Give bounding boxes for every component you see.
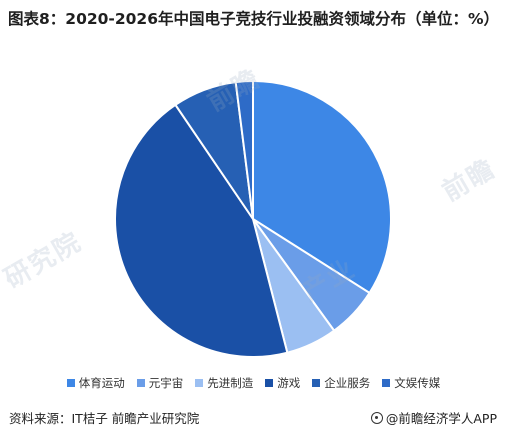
brand-credit: @前瞻经济学人APP: [370, 408, 497, 427]
source-note: 资料来源：IT桔子 前瞻产业研究院: [9, 411, 200, 426]
legend-swatch: [66, 379, 75, 387]
legend-swatch: [136, 379, 145, 387]
legend-label: 元宇宙: [148, 376, 184, 390]
legend-swatch: [312, 379, 321, 387]
chart-title: 图表8：2020-2026年中国电子竞技行业投融资领域分布（单位：%）: [8, 10, 500, 28]
legend-label: 企业服务: [324, 376, 371, 390]
legend-swatch: [195, 379, 204, 387]
legend-label: 文娱传媒: [394, 376, 441, 390]
legend-label: 体育运动: [78, 376, 125, 390]
legend-item-4: 游戏: [265, 375, 300, 391]
pie-slice-4: [114, 103, 289, 358]
legend-swatch: [382, 379, 391, 387]
pie-slices: [114, 79, 392, 358]
legend-label: 先进制造: [207, 376, 254, 390]
chart-legend: 体育运动 元宇宙 先进制造 游戏 企业服务 文娱传媒: [0, 375, 507, 391]
pie-slice-6: [234, 79, 254, 220]
legend-item-1: 体育运动: [66, 375, 125, 391]
legend-swatch: [265, 379, 274, 387]
legend-item-6: 文娱传媒: [382, 375, 440, 391]
legend-label: 游戏: [277, 376, 301, 390]
legend-item-3: 先进制造: [195, 375, 253, 391]
brand-label: @前瞻经济学人APP: [385, 411, 497, 426]
legend-item-5: 企业服务: [312, 375, 370, 391]
legend-item-2: 元宇宙: [136, 375, 184, 391]
brand-logo-icon: [370, 411, 383, 424]
